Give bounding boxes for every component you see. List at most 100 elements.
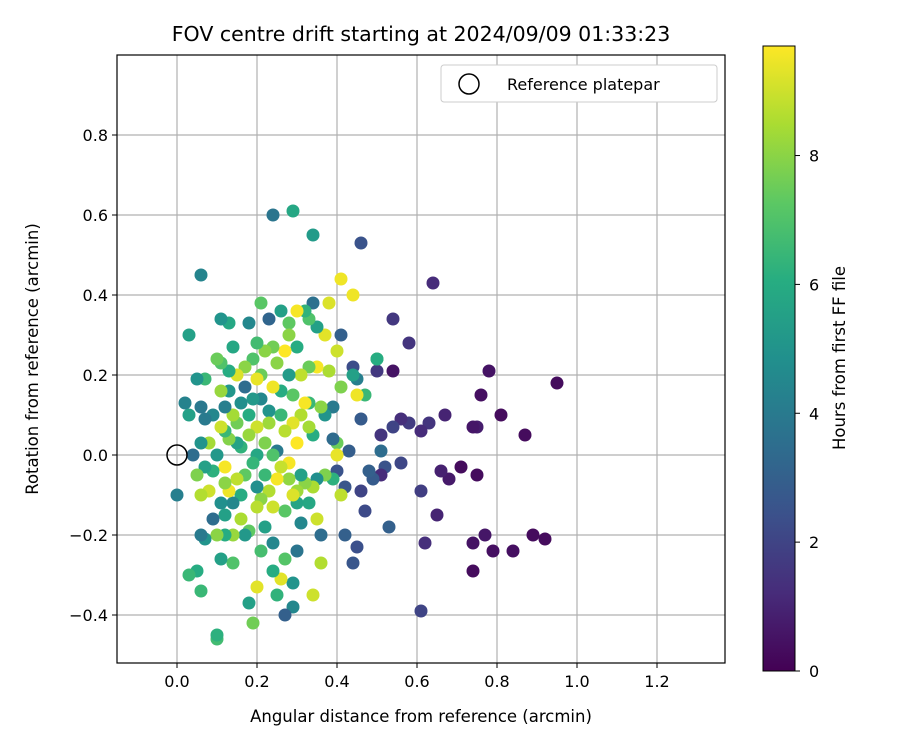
data-point [242, 316, 256, 330]
data-point [282, 368, 296, 382]
data-point [294, 516, 308, 530]
data-point [194, 436, 208, 450]
y-tick-label: 0.2 [83, 366, 108, 385]
data-point [278, 552, 292, 566]
data-point [386, 420, 400, 434]
data-point [294, 408, 308, 422]
data-point [258, 344, 272, 358]
data-point [170, 488, 184, 502]
data-point [186, 448, 200, 462]
data-point [242, 408, 256, 422]
data-point [346, 556, 360, 570]
data-point [486, 544, 500, 558]
data-point [314, 400, 328, 414]
data-point [266, 500, 280, 514]
data-point [242, 428, 256, 442]
data-point [278, 344, 292, 358]
data-point [418, 536, 432, 550]
data-point [466, 536, 480, 550]
data-point [274, 460, 288, 474]
data-point [194, 268, 208, 282]
chart-title: FOV centre drift starting at 2024/09/09 … [172, 22, 671, 46]
data-point [286, 416, 300, 430]
x-tick-label: 0.6 [404, 672, 429, 691]
data-point [246, 352, 260, 366]
data-point [238, 528, 252, 542]
data-point [334, 272, 348, 286]
data-point [190, 372, 204, 386]
data-point [386, 312, 400, 326]
data-point [218, 476, 232, 490]
data-point [286, 576, 300, 590]
data-point [290, 544, 304, 558]
y-tick-label: −0.2 [69, 526, 108, 545]
data-point [262, 416, 276, 430]
y-tick-label: −0.4 [69, 606, 108, 625]
grid [117, 55, 725, 663]
legend: Reference platepar [440, 64, 718, 103]
data-point [322, 364, 336, 378]
data-point [278, 424, 292, 438]
data-point [226, 496, 240, 510]
data-point [286, 388, 300, 402]
data-point [258, 520, 272, 534]
data-point [342, 444, 356, 458]
data-point [306, 296, 320, 310]
y-tick-label: 0.4 [83, 286, 108, 305]
data-point [374, 444, 388, 458]
data-point [262, 484, 276, 498]
y-tick-label: 0.6 [83, 206, 108, 225]
data-point [246, 456, 260, 470]
data-point [210, 448, 224, 462]
data-point [362, 464, 376, 478]
colorbar-tick-label: 4 [809, 404, 819, 423]
data-point [250, 500, 264, 514]
data-point [394, 456, 408, 470]
data-point [518, 428, 532, 442]
data-point [482, 364, 496, 378]
data-point [290, 436, 304, 450]
data-point [414, 484, 428, 498]
data-point [226, 556, 240, 570]
data-point [266, 380, 280, 394]
data-point [274, 572, 288, 586]
data-point [318, 328, 332, 342]
data-point [374, 428, 388, 442]
data-point [234, 488, 248, 502]
data-point [370, 352, 384, 366]
data-point [190, 468, 204, 482]
data-point [330, 344, 344, 358]
x-axis-label: Angular distance from reference (arcmin) [250, 707, 592, 726]
y-tick-label: 0.8 [83, 126, 108, 145]
data-point [550, 376, 564, 390]
data-point [494, 408, 508, 422]
data-point [226, 408, 240, 422]
data-point [338, 528, 352, 542]
data-point [266, 564, 280, 578]
data-point [270, 472, 284, 486]
data-point [346, 368, 360, 382]
data-point [194, 528, 208, 542]
data-point [354, 412, 368, 426]
data-point [234, 512, 248, 526]
data-point [218, 508, 232, 522]
plot-frame [116, 54, 726, 664]
data-point [290, 304, 304, 318]
data-point [218, 400, 232, 414]
legend-box [440, 64, 718, 103]
scatter-points [170, 204, 564, 646]
data-point [310, 320, 324, 334]
data-point [442, 472, 456, 486]
data-point [266, 208, 280, 222]
data-point [478, 528, 492, 542]
data-point [266, 448, 280, 462]
data-point [278, 504, 292, 518]
data-point [214, 420, 228, 434]
x-tick-label: 0.0 [164, 672, 189, 691]
data-point [414, 604, 428, 618]
colorbar-label: Hours from first FF file [830, 266, 849, 450]
data-point [358, 504, 372, 518]
data-point [250, 372, 264, 386]
data-point [282, 472, 296, 486]
data-point [430, 508, 444, 522]
